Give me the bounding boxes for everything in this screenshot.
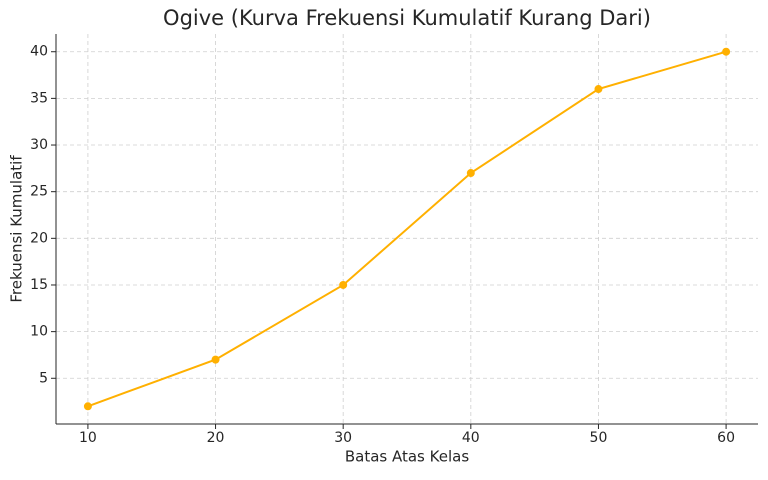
y-tick-label: 30 (30, 137, 48, 153)
y-tick-label: 35 (30, 90, 48, 106)
x-tick-label: 20 (207, 430, 225, 446)
x-tick-label: 40 (462, 430, 480, 446)
x-tick-label: 50 (590, 430, 608, 446)
x-axis-label: Batas Atas Kelas (345, 448, 469, 466)
x-tick-label: 10 (79, 430, 97, 446)
y-tick-label: 20 (30, 230, 48, 246)
y-tick-label: 15 (30, 277, 48, 293)
y-axis-label: Frekuensi Kumulatif (8, 155, 26, 303)
point (211, 355, 220, 364)
point (594, 85, 603, 94)
point (83, 402, 92, 411)
y-tick-label: 5 (39, 370, 48, 386)
y-tick-label: 40 (30, 44, 48, 60)
point (466, 169, 475, 178)
chart-title: Ogive (Kurva Frekuensi Kumulatif Kurang … (163, 6, 651, 30)
y-tick-label: 25 (30, 184, 48, 200)
x-tick-label: 30 (334, 430, 352, 446)
y-tick-label: 10 (30, 324, 48, 340)
point (339, 280, 348, 289)
line (87, 50, 727, 408)
x-tick-label: 60 (717, 430, 735, 446)
point (722, 47, 731, 56)
